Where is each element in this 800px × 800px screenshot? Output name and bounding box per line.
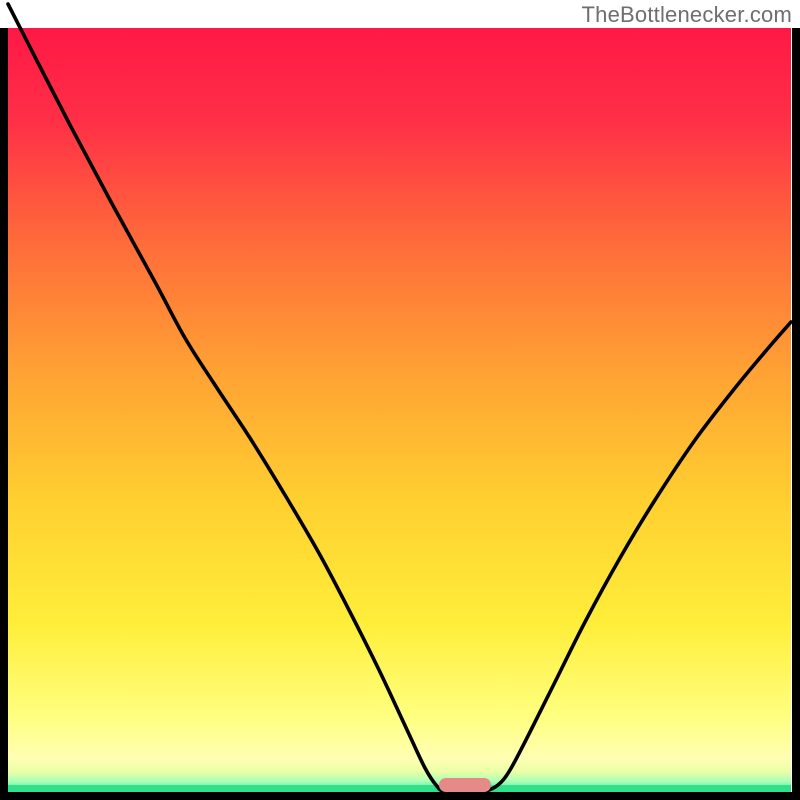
gradient-background: [8, 28, 791, 793]
chart-container: TheBottlenecker.com: [0, 0, 800, 800]
frame-left: [0, 28, 8, 800]
flat-minimum-marker: [439, 778, 491, 792]
watermark-text: TheBottlenecker.com: [582, 2, 792, 28]
frame-right: [792, 28, 800, 800]
frame-bottom: [0, 792, 800, 800]
